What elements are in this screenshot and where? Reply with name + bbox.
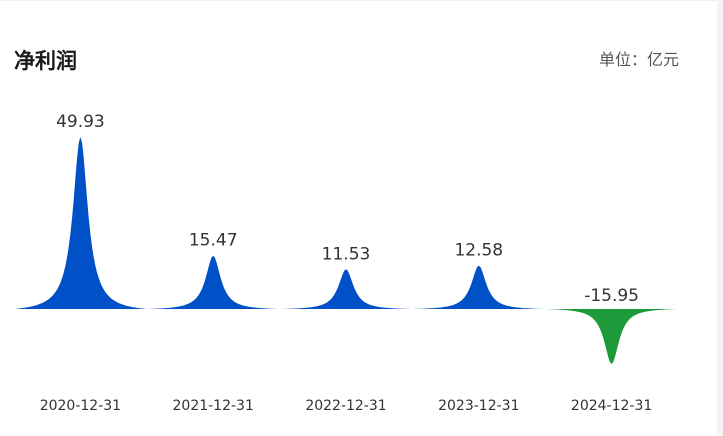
x-tick-label-2022-12-31: 2022-12-31: [305, 398, 386, 414]
data-label-2022-12-31: 11.53: [322, 244, 371, 264]
unit-label: 单位：亿元: [598, 50, 679, 69]
data-label-2020-12-31: 49.93: [56, 112, 105, 132]
data-label-2021-12-31: 15.47: [189, 231, 238, 251]
x-tick-label-2024-12-31: 2024-12-31: [571, 398, 652, 414]
peak-2024-12-31[interactable]: [545, 309, 678, 364]
peaks-layer: [14, 137, 678, 364]
chart-title: 净利润: [14, 49, 77, 73]
peak-2021-12-31[interactable]: [146, 255, 280, 309]
peak-2022-12-31[interactable]: [279, 269, 413, 309]
data-label-2023-12-31: 12.58: [454, 241, 503, 261]
data-label-2024-12-31: -15.95: [584, 286, 639, 306]
ticks-layer: 2020-12-31 2021-12-31 2022-12-31 2023-12-31…: [40, 398, 653, 414]
peak-2023-12-31[interactable]: [412, 265, 546, 309]
right-edge: [717, 0, 723, 435]
x-tick-label-2023-12-31: 2023-12-31: [438, 398, 519, 414]
labels-layer: 49.93 15.47 11.53 12.58 -15.95: [56, 112, 639, 306]
x-tick-label-2020-12-31: 2020-12-31: [40, 398, 121, 414]
x-tick-label-2021-12-31: 2021-12-31: [173, 398, 254, 414]
peak-2020-12-31[interactable]: [14, 137, 147, 309]
